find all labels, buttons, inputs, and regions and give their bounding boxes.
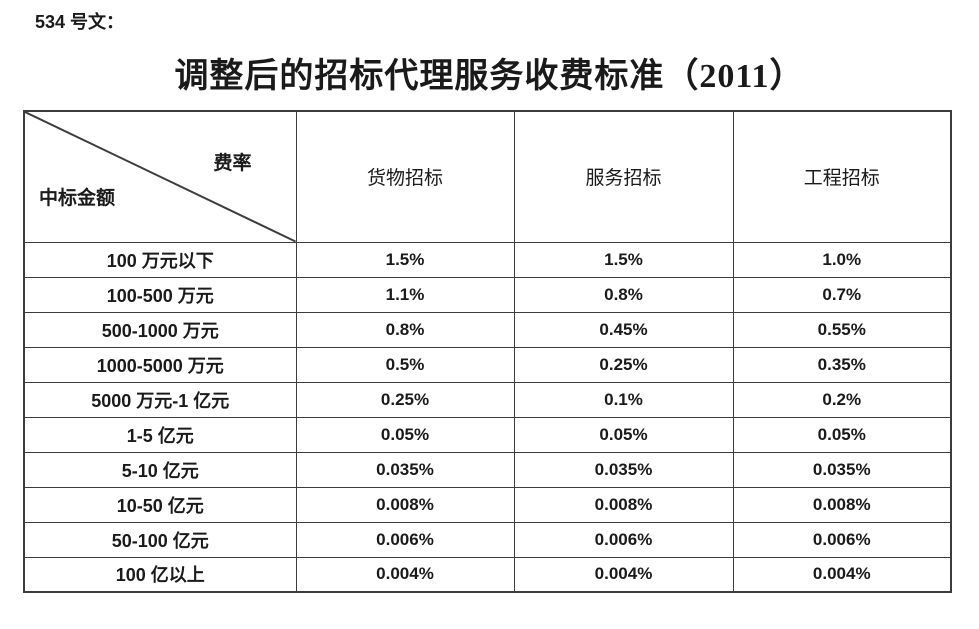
table-row: 1000-5000 万元 0.5% 0.25% 0.35% <box>23 346 952 383</box>
amount-range-cell: 1000-5000 万元 <box>23 346 297 383</box>
fee-value-cell: 0.004% <box>295 556 515 593</box>
fee-value-cell: 0.008% <box>513 486 734 523</box>
fee-value-cell: 0.35% <box>732 346 952 383</box>
fee-value-cell: 0.05% <box>513 416 734 453</box>
corner-label-fee-rate: 费率 <box>213 153 252 174</box>
fee-value-cell: 1.5% <box>295 241 515 278</box>
table-row: 100 万元以下 1.5% 1.5% 1.0% <box>23 241 952 278</box>
amount-range-cell: 10-50 亿元 <box>23 486 297 523</box>
fee-value-cell: 0.1% <box>513 381 734 418</box>
amount-range-cell: 500-1000 万元 <box>23 311 297 348</box>
fee-value-cell: 0.008% <box>732 486 952 523</box>
table-row: 100 亿以上 0.004% 0.004% 0.004% <box>23 556 952 593</box>
table-header-row: 费率 中标金额 货物招标 服务招标 工程招标 <box>23 110 952 243</box>
fee-value-cell: 0.004% <box>732 556 952 593</box>
column-header-engineering: 工程招标 <box>732 110 952 243</box>
fee-value-cell: 0.008% <box>295 486 515 523</box>
fee-value-cell: 0.035% <box>513 451 734 488</box>
table-row: 5000 万元-1 亿元 0.25% 0.1% 0.2% <box>23 381 952 418</box>
fee-value-cell: 1.0% <box>732 241 952 278</box>
fee-value-cell: 1.5% <box>513 241 734 278</box>
table-row: 1-5 亿元 0.05% 0.05% 0.05% <box>23 416 952 453</box>
amount-range-cell: 100-500 万元 <box>23 276 297 313</box>
fee-value-cell: 0.5% <box>295 346 515 383</box>
fee-value-cell: 0.006% <box>513 521 734 558</box>
fee-table: 费率 中标金额 货物招标 服务招标 工程招标 100 万元以下 1.5% 1.5… <box>23 110 952 593</box>
column-header-services: 服务招标 <box>513 110 734 243</box>
table-row: 500-1000 万元 0.8% 0.45% 0.55% <box>23 311 952 348</box>
amount-range-cell: 1-5 亿元 <box>23 416 297 453</box>
fee-value-cell: 0.004% <box>513 556 734 593</box>
table-row: 100-500 万元 1.1% 0.8% 0.7% <box>23 276 952 313</box>
amount-range-cell: 50-100 亿元 <box>23 521 297 558</box>
table-row: 5-10 亿元 0.035% 0.035% 0.035% <box>23 451 952 488</box>
fee-value-cell: 0.7% <box>732 276 952 313</box>
fee-value-cell: 0.05% <box>295 416 515 453</box>
fee-value-cell: 0.8% <box>295 311 515 348</box>
fee-value-cell: 0.006% <box>295 521 515 558</box>
table-row: 50-100 亿元 0.006% 0.006% 0.006% <box>23 521 952 558</box>
fee-value-cell: 0.006% <box>732 521 952 558</box>
amount-range-cell: 100 亿以上 <box>23 556 297 593</box>
diagonal-divider-line <box>25 112 295 241</box>
fee-value-cell: 0.25% <box>513 346 734 383</box>
amount-range-cell: 100 万元以下 <box>23 241 297 278</box>
corner-label-bid-amount: 中标金额 <box>39 188 116 209</box>
fee-value-cell: 0.55% <box>732 311 952 348</box>
fee-value-cell: 0.05% <box>732 416 952 453</box>
column-header-goods: 货物招标 <box>295 110 515 243</box>
fee-value-cell: 1.1% <box>295 276 515 313</box>
fee-value-cell: 0.25% <box>295 381 515 418</box>
table-corner-cell: 费率 中标金额 <box>23 110 297 243</box>
table-row: 10-50 亿元 0.008% 0.008% 0.008% <box>23 486 952 523</box>
fee-value-cell: 0.8% <box>513 276 734 313</box>
fee-value-cell: 0.2% <box>732 381 952 418</box>
page-title: 调整后的招标代理服务收费标准（2011） <box>174 58 805 95</box>
fee-value-cell: 0.45% <box>513 311 734 348</box>
amount-range-cell: 5-10 亿元 <box>23 451 297 488</box>
amount-range-cell: 5000 万元-1 亿元 <box>23 381 297 418</box>
fee-value-cell: 0.035% <box>732 451 952 488</box>
doc-number-label: 534 号文： <box>35 12 125 32</box>
fee-value-cell: 0.035% <box>295 451 515 488</box>
